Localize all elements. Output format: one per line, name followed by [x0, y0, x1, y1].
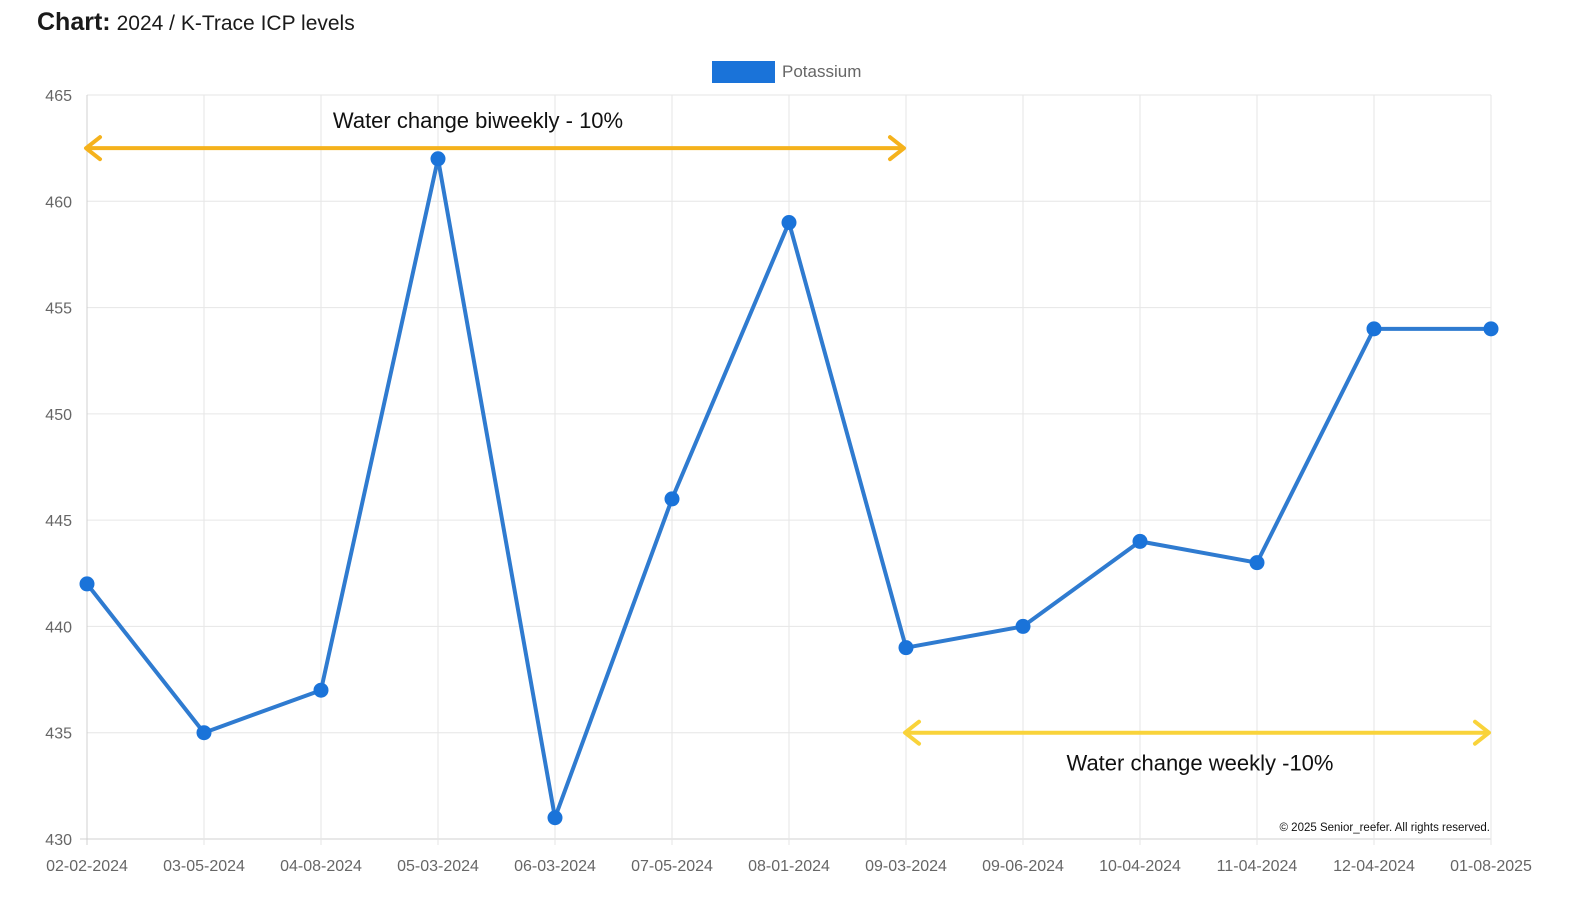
weekly-arrow [903, 719, 1491, 746]
data-point[interactable] [664, 491, 680, 507]
legend-swatch [712, 61, 775, 83]
chart-title: 2024 / K-Trace ICP levels [116, 12, 355, 35]
annotation-layer: Water change biweekly - 10% Water change … [84, 108, 1491, 776]
biweekly-arrow [84, 135, 906, 162]
x-tick-label: 03-05-2024 [163, 858, 245, 875]
y-tick-label: 450 [45, 407, 72, 424]
arrow-head-left-icon [84, 135, 102, 162]
legend[interactable]: Potassium [712, 60, 861, 84]
y-tick-label: 435 [45, 726, 72, 743]
x-tick-label: 12-04-2024 [1333, 858, 1415, 875]
x-tick-label: 06-03-2024 [514, 858, 596, 875]
x-tick-label: 09-06-2024 [982, 858, 1064, 875]
data-point[interactable] [430, 151, 446, 167]
x-tick-label: 05-03-2024 [397, 858, 479, 875]
x-tick-label: 04-08-2024 [280, 858, 362, 875]
x-tick-label: 11-04-2024 [1217, 858, 1298, 875]
chart-header-label: Chart: [37, 8, 111, 36]
y-tick-label: 455 [45, 301, 72, 318]
data-point[interactable] [1015, 618, 1031, 634]
y-tick-label: 460 [45, 194, 72, 211]
chart-header: Chart: 2024 / K-Trace ICP levels [37, 8, 355, 37]
data-point[interactable] [196, 725, 212, 741]
y-tick-label: 440 [45, 619, 72, 636]
y-tick-label: 445 [45, 513, 72, 530]
data-point[interactable] [781, 215, 797, 231]
data-point[interactable] [1132, 533, 1148, 549]
x-tick-label: 10-04-2024 [1099, 858, 1181, 875]
x-tick-label: 09-03-2024 [865, 858, 947, 875]
data-point[interactable] [1366, 321, 1382, 337]
tick-layer: 430 435 440 445 450 455 460 465 02-02-2024 03-05-… [45, 88, 1532, 875]
data-point[interactable] [313, 682, 329, 698]
legend-label: Potassium [782, 62, 862, 81]
data-point[interactable] [1483, 321, 1499, 337]
x-tick-label: 02-02-2024 [46, 858, 128, 875]
arrow-head-right-icon [888, 135, 906, 162]
y-tick-label: 430 [45, 832, 72, 849]
x-tick-label: 07-05-2024 [631, 858, 713, 875]
series-layer [79, 151, 1499, 826]
arrow-head-left-icon [903, 719, 921, 746]
grid-layer [80, 94, 1492, 845]
y-tick-label: 465 [45, 88, 72, 105]
annotation-label: Water change biweekly - 10% [333, 108, 623, 133]
copyright-notice: © 2025 Senior_reefer. All rights reserve… [1280, 822, 1490, 834]
x-tick-label: 01-08-2025 [1450, 858, 1532, 875]
annotation-label: Water change weekly -10% [1067, 751, 1334, 776]
data-point[interactable] [79, 576, 95, 592]
data-point[interactable] [547, 810, 563, 826]
data-point[interactable] [898, 640, 914, 656]
arrow-head-right-icon [1473, 719, 1491, 746]
data-point[interactable] [1249, 555, 1265, 571]
x-tick-label: 08-01-2024 [748, 858, 830, 875]
